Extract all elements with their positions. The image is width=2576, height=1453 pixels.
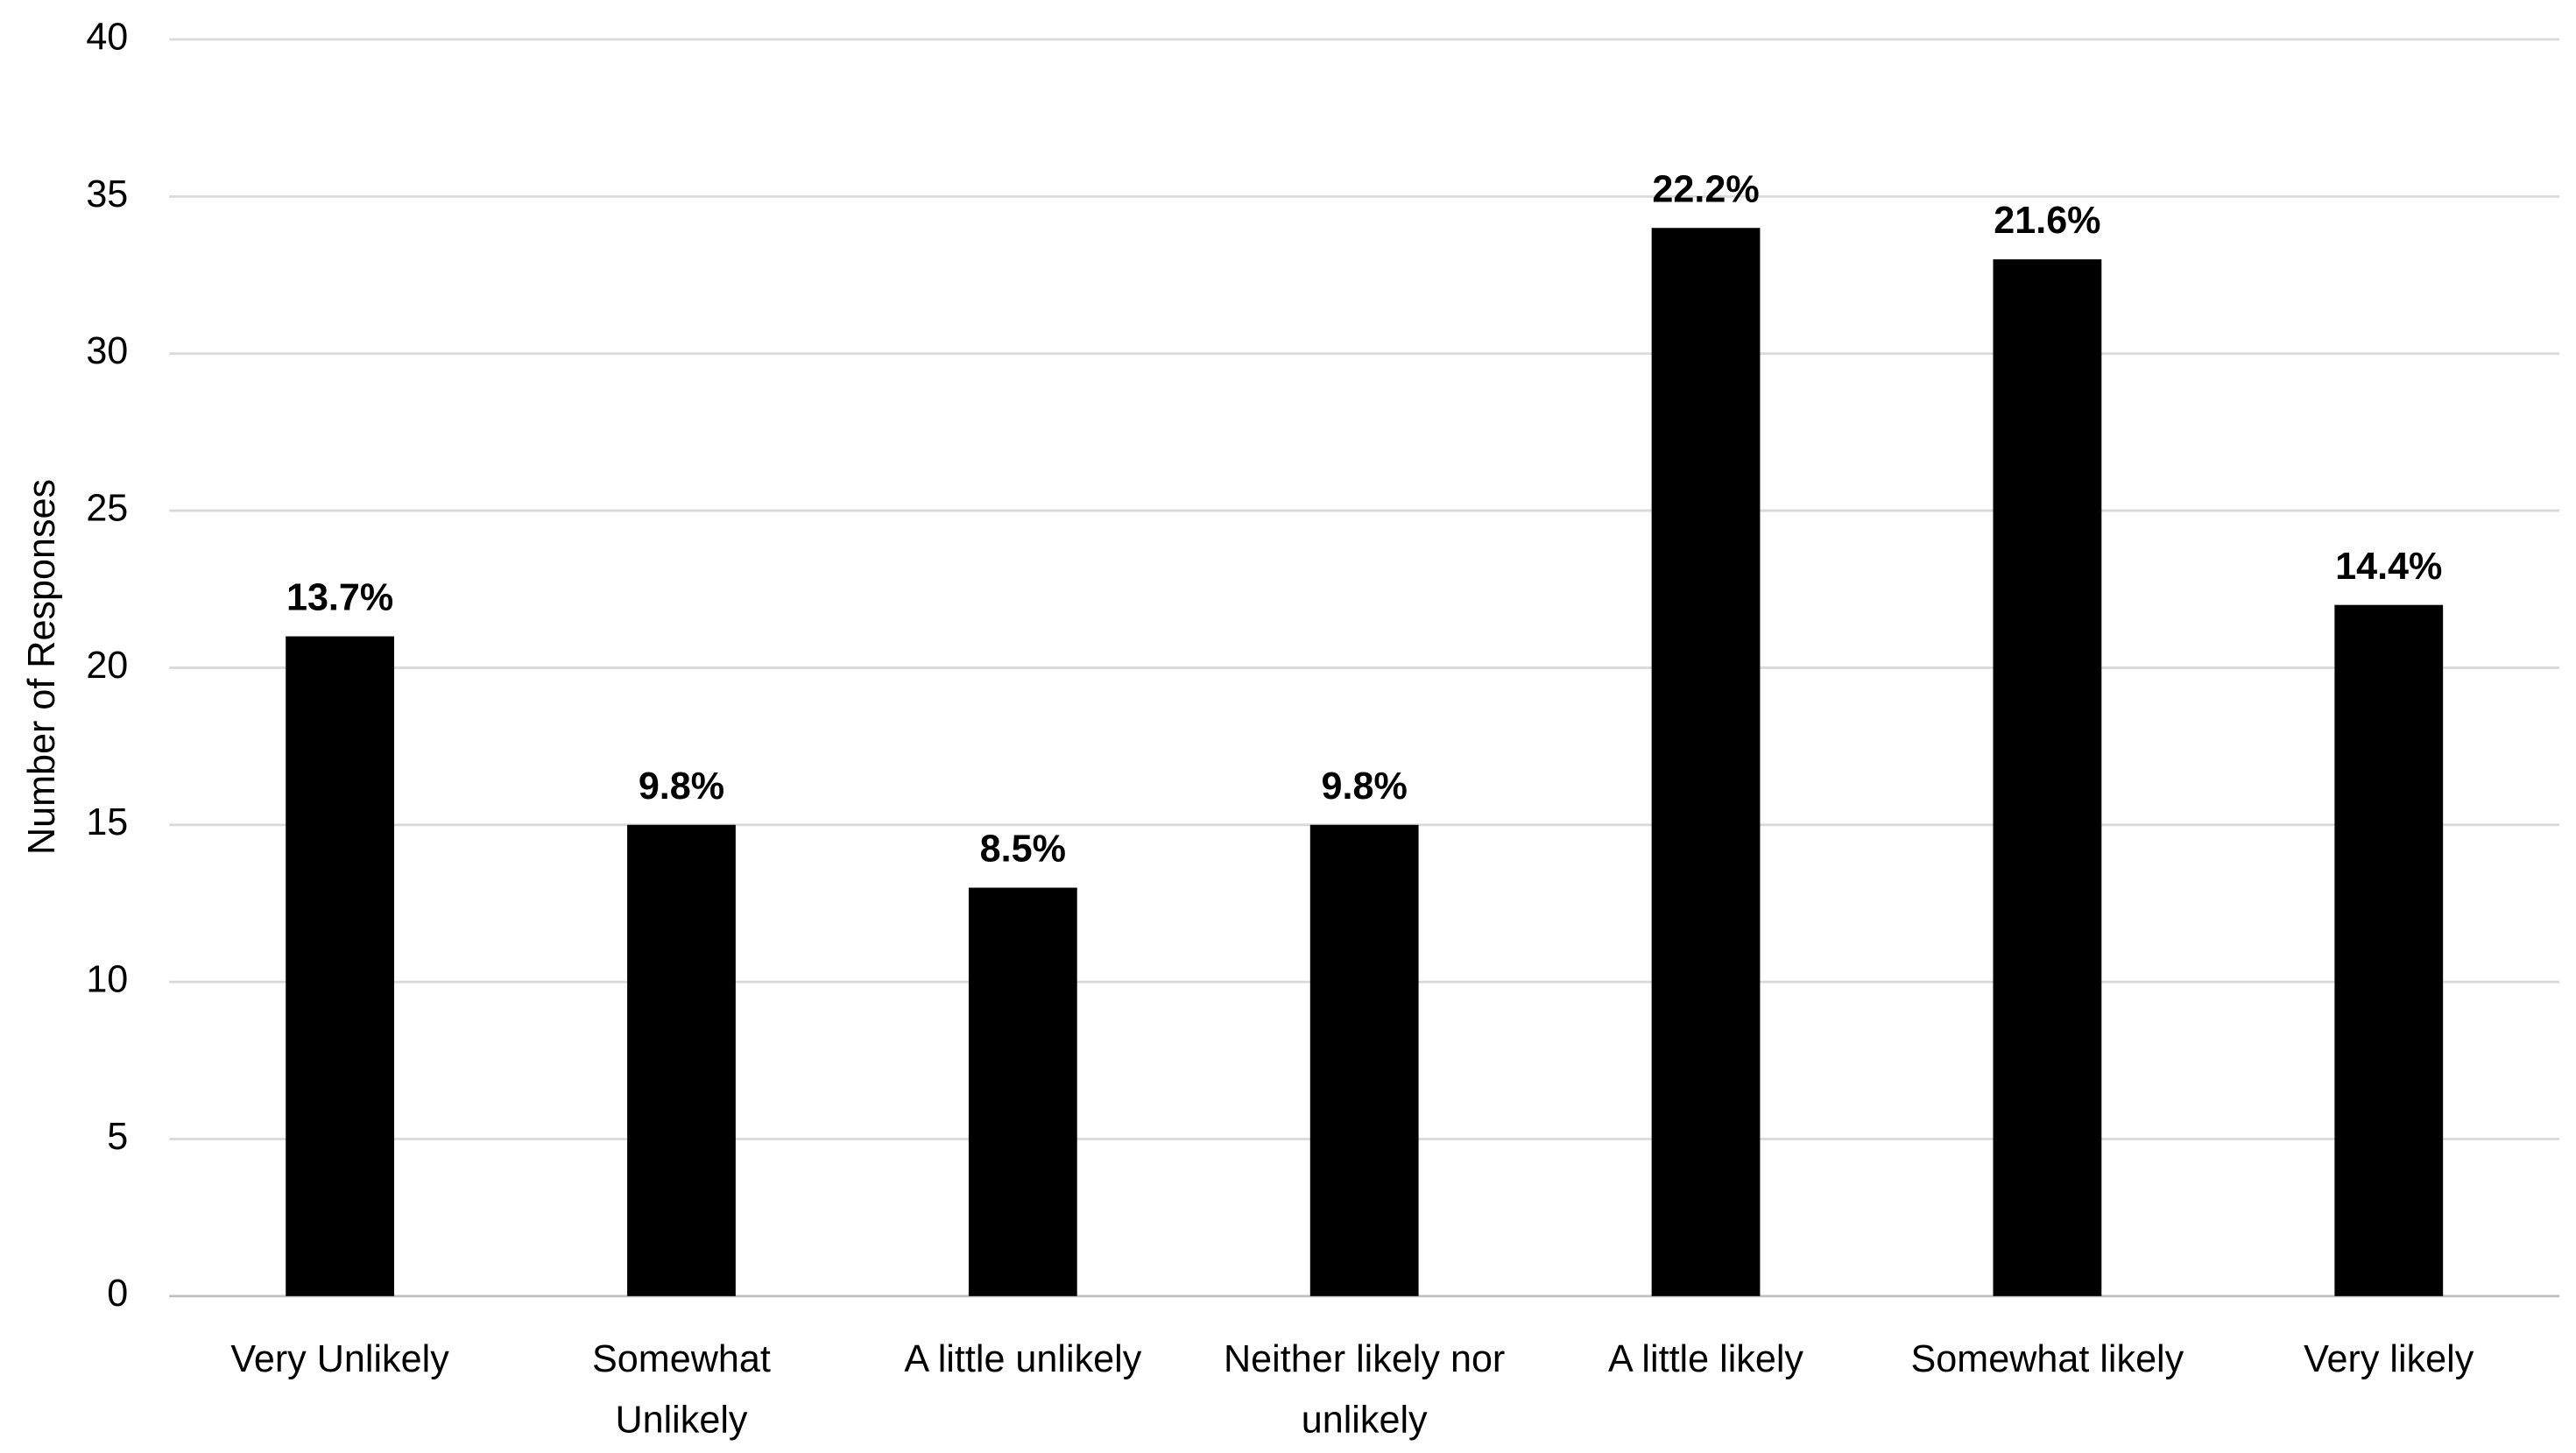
y-tick-label: 20 (86, 645, 128, 687)
bar (2334, 604, 2444, 1296)
bar (968, 887, 1077, 1296)
data-label: 13.7% (286, 577, 393, 619)
bar (286, 636, 395, 1296)
data-label: 14.4% (2335, 546, 2442, 588)
data-label: 9.8% (639, 765, 724, 808)
data-label: 22.2% (1652, 168, 1759, 210)
y-axis-title: Number of Responses (21, 479, 63, 855)
y-tick-label: 30 (86, 330, 128, 372)
bar (1309, 824, 1419, 1296)
y-tick-label: 5 (107, 1116, 128, 1158)
y-tick-label: 0 (107, 1273, 128, 1315)
x-tick-label: Very Unlikely (230, 1337, 449, 1380)
bar (627, 824, 736, 1296)
x-tick-label: Very likely (2304, 1337, 2474, 1380)
bar (1651, 228, 1761, 1296)
x-tick-label: Somewhat likely (1910, 1337, 2184, 1380)
x-tick-label: Somewhat Unlikely (592, 1337, 771, 1441)
y-tick-label: 35 (86, 173, 128, 215)
y-tick-label: 25 (86, 487, 128, 529)
x-tick-label: A little likely (1608, 1337, 1803, 1380)
x-tick-label: Neither likely nor unlikely (1224, 1337, 1506, 1441)
y-tick-label: 15 (86, 801, 128, 843)
y-tick-label: 10 (86, 959, 128, 1001)
y-tick-label: 40 (86, 16, 128, 58)
x-tick-label: A little unlikely (904, 1337, 1142, 1380)
data-label: 8.5% (980, 829, 1066, 871)
bar (1993, 259, 2102, 1296)
data-label: 21.6% (1994, 200, 2100, 242)
data-label: 9.8% (1322, 765, 1408, 808)
